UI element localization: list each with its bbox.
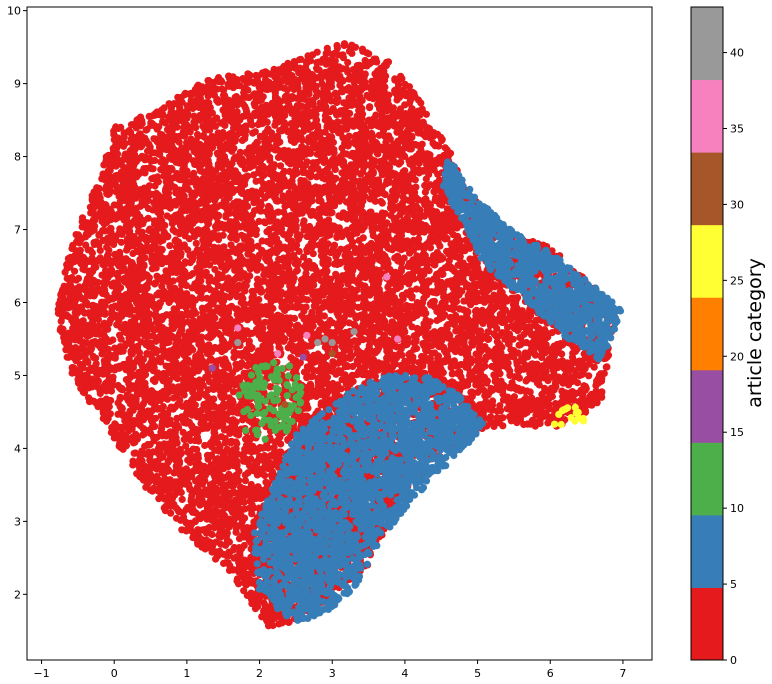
point-s0-2288	[176, 396, 184, 404]
point-s0-2283	[412, 285, 421, 293]
point-s0-3605	[250, 171, 258, 179]
point-s0-4777	[199, 308, 207, 317]
scatter-points	[54, 40, 625, 630]
point-s0-1090	[590, 363, 598, 371]
point-s0-1219	[523, 375, 532, 383]
point-s0-4424	[366, 104, 374, 112]
point-s0-1673	[166, 283, 174, 291]
point-s0-4717	[280, 123, 288, 131]
point-s0-1877	[509, 335, 517, 343]
point-s0-2244	[248, 510, 256, 518]
point-s0-4599	[154, 178, 162, 186]
point-s0-4963	[602, 363, 610, 371]
point-s0-2998	[169, 394, 178, 402]
point-s0-4055	[203, 294, 211, 302]
point-s0-1210	[160, 104, 168, 112]
point-s0-2508	[317, 75, 325, 83]
point-s0-4628	[217, 540, 225, 548]
point-s0-4666	[179, 515, 187, 523]
point-s0-4802	[96, 246, 104, 254]
point-s0-828	[178, 495, 186, 503]
point-s0-3756	[321, 116, 329, 124]
point-s0-4729	[149, 165, 157, 173]
point-s0-2043	[266, 240, 275, 248]
point-s0-3295	[332, 270, 340, 278]
point-s0-2367	[345, 132, 353, 140]
